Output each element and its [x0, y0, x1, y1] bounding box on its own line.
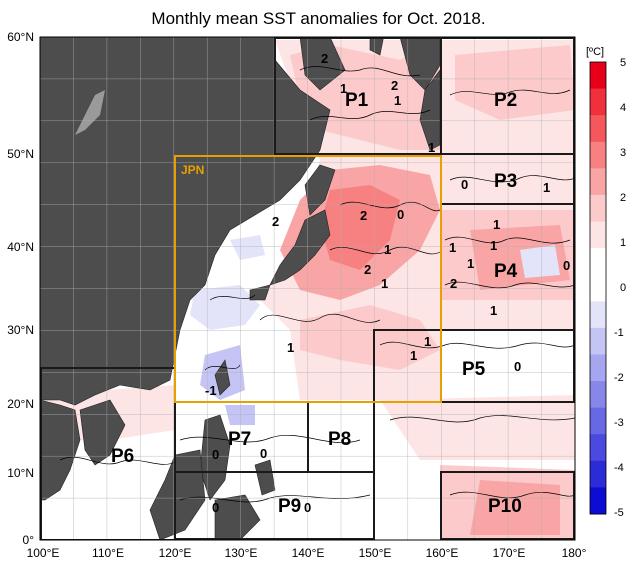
- colorbar-swatch: [590, 221, 606, 249]
- colorbar-swatch: [590, 327, 606, 355]
- contour-label: 1: [467, 256, 474, 271]
- lon-label-140: 140°E: [292, 546, 325, 560]
- colorbar-swatches: [590, 62, 606, 515]
- lat-label-60: 60°N: [7, 30, 34, 44]
- colorbar-tick: 5: [620, 57, 626, 69]
- contour-label: 0: [461, 177, 468, 192]
- contour-label: 0: [212, 500, 219, 515]
- region-label-p1: P1: [345, 90, 369, 111]
- contour-label: 1: [424, 334, 431, 349]
- contour-label: 0: [304, 500, 311, 515]
- island-highlight: [75, 90, 105, 135]
- lat-label-10: 10°N: [7, 466, 34, 480]
- land-masses: [40, 37, 441, 540]
- contour-label: 1: [410, 348, 417, 363]
- colorbar-tick: -2: [614, 372, 624, 384]
- colorbar-tick: -4: [614, 462, 624, 474]
- colorbar-swatch: [590, 88, 606, 116]
- lon-label-150: 150°E: [359, 546, 392, 560]
- contour-label: 1: [394, 93, 401, 108]
- lon-label-180: 180°: [562, 546, 587, 560]
- lat-label-30: 30°N: [7, 323, 34, 337]
- jpn-area-box: [174, 155, 442, 403]
- contour-label: -1: [205, 383, 217, 398]
- colorbar-tick: 2: [620, 192, 626, 204]
- cold-anomaly-shading: [190, 235, 560, 425]
- region-label-p8: P8: [328, 429, 351, 450]
- region-label-p5: P5: [462, 359, 486, 380]
- contour-value-labels: 2 1 2 1 1 0 1 2 2 0 1 1 1 2 1 2 1 0 1 1 …: [205, 51, 570, 515]
- colorbar-tick: -5: [614, 507, 624, 519]
- contour-label: 2: [360, 208, 367, 223]
- colorbar-tick: -3: [614, 417, 624, 429]
- colorbar-tick: 4: [620, 102, 626, 114]
- colorbar-tick: 0: [620, 282, 626, 294]
- region-label-p6: P6: [111, 446, 134, 467]
- warm-anomaly-shading: [40, 40, 575, 540]
- colorbar: [ºC] 5 4 3 2 1 0 -1 -2 -3 -4 -5: [586, 46, 626, 519]
- region-label-p2: P2: [494, 90, 517, 111]
- region-label-p10: P10: [488, 496, 522, 517]
- colorbar-swatch: [590, 434, 606, 462]
- contour-label: 2: [321, 51, 328, 66]
- colorbar-swatch: [590, 381, 606, 409]
- colorbar-swatch: [590, 460, 606, 488]
- contour-label: 1: [543, 180, 550, 195]
- lat-label-20: 20°N: [7, 397, 34, 411]
- map-frame: [39, 36, 576, 541]
- colorbar-swatch: [590, 141, 606, 169]
- contour-label: 0: [563, 258, 570, 273]
- contour-label: 1: [287, 340, 294, 355]
- contour-lines: [59, 66, 575, 503]
- contour-label: 1: [340, 81, 347, 96]
- colorbar-swatch: [590, 248, 606, 276]
- contour-label: 2: [450, 276, 457, 291]
- colorbar-swatch: [590, 274, 606, 302]
- contour-label: 0: [260, 446, 267, 461]
- jpn-area-label: JPN: [181, 163, 204, 177]
- contour-label: 1: [428, 140, 435, 155]
- region-label-p4: P4: [494, 261, 518, 282]
- contour-label: 1: [449, 240, 456, 255]
- contour-label: 1: [381, 276, 388, 291]
- lon-label-130: 130°E: [225, 546, 258, 560]
- lon-label-160: 160°E: [426, 546, 459, 560]
- lon-label-100: 100°E: [27, 546, 60, 560]
- colorbar-swatch: [590, 407, 606, 435]
- colorbar-swatch: [590, 194, 606, 223]
- lat-label-50: 50°N: [7, 147, 34, 161]
- colorbar-tick: -1: [614, 327, 624, 339]
- map-title: Monthly mean SST anomalies for Oct. 2018…: [151, 9, 486, 28]
- lon-label-170: 170°E: [493, 546, 526, 560]
- region-label-p7: P7: [228, 429, 251, 450]
- contour-label: 0: [212, 447, 219, 462]
- region-boxes: [40, 37, 575, 540]
- lat-label-0: 0°: [23, 533, 35, 547]
- contour-label: 0: [514, 359, 521, 374]
- colorbar-frame: [589, 61, 607, 515]
- colorbar-swatch: [590, 354, 606, 382]
- contour-label: 2: [272, 214, 279, 229]
- lon-label-110: 110°E: [92, 546, 124, 560]
- contour-label: 1: [490, 303, 497, 318]
- region-label-p9: P9: [278, 496, 301, 517]
- colorbar-swatch: [590, 487, 606, 515]
- colorbar-swatch: [590, 115, 606, 143]
- colorbar-swatch: [590, 168, 606, 196]
- region-label-p3: P3: [494, 171, 517, 192]
- contour-label: 2: [364, 262, 371, 277]
- lat-label-40: 40°N: [7, 240, 34, 254]
- contour-label: 1: [490, 238, 497, 253]
- colorbar-swatch: [590, 62, 606, 90]
- colorbar-swatch: [590, 301, 606, 329]
- colorbar-unit: [ºC]: [586, 46, 604, 58]
- contour-label: 2: [391, 78, 398, 93]
- colorbar-tick: 3: [620, 147, 626, 159]
- contour-label: 1: [384, 242, 391, 257]
- contour-label: 0: [397, 207, 404, 222]
- lon-label-120: 120°E: [159, 546, 192, 560]
- contour-label: 1: [493, 217, 500, 232]
- colorbar-tick: 1: [620, 237, 626, 249]
